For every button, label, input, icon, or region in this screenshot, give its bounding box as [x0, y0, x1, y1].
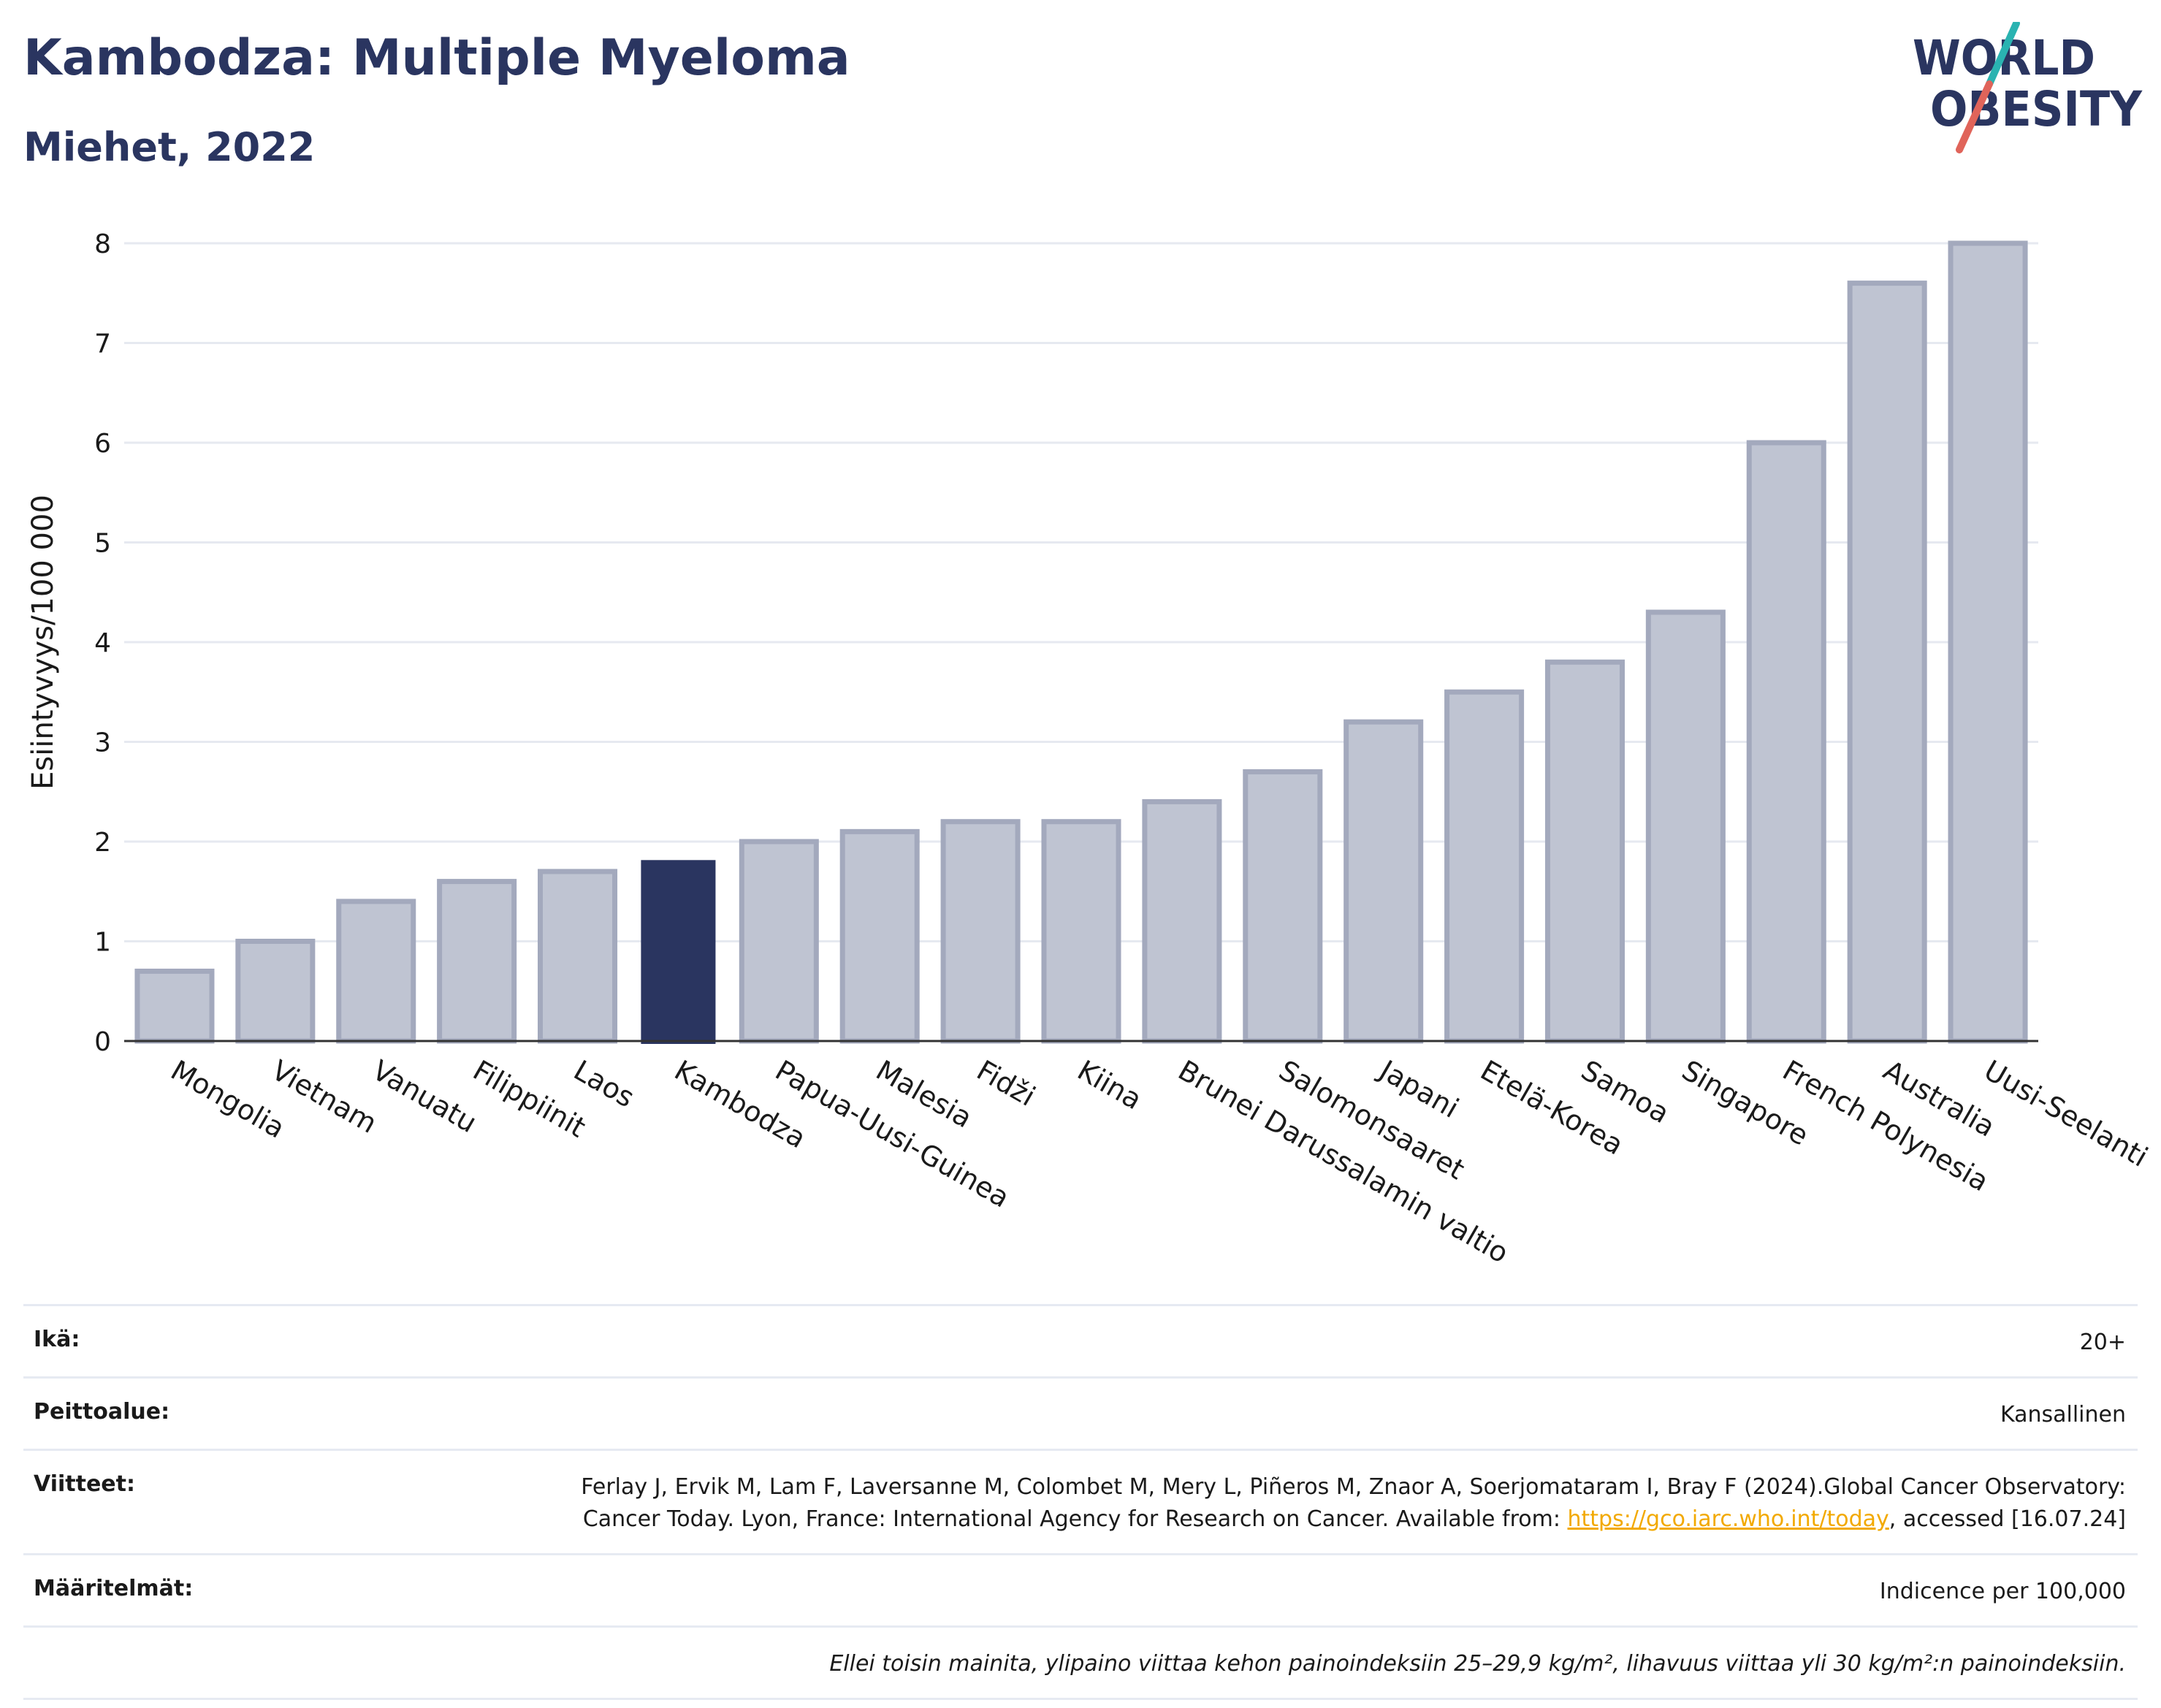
y-tick-label: 3 [94, 728, 111, 758]
bar [1243, 769, 1323, 1044]
world-obesity-logo: WORLD OBESITY [1913, 22, 2143, 153]
y-tick-label: 2 [94, 828, 111, 858]
info-row-references: Viitteet: Ferlay J, Ervik M, Lam F, Lave… [23, 1449, 2138, 1553]
bar [134, 968, 215, 1044]
chart-title: Kambodza: Multiple Myeloma [23, 29, 850, 87]
x-category-label: Kiina [1072, 1054, 1148, 1116]
reference-text: Ferlay J, Ervik M, Lam F, Laversanne M, … [581, 1474, 2126, 1532]
x-category-label: Vanuatu [367, 1054, 482, 1139]
info-key-definitions: Määritelmät: [34, 1576, 194, 1601]
bar [739, 839, 819, 1044]
x-category-label: Filippiinit [468, 1054, 591, 1144]
bar [336, 899, 416, 1044]
bar [1344, 719, 1424, 1044]
bar [1444, 689, 1525, 1044]
info-value-age: 20+ [2079, 1330, 2126, 1355]
info-key-age: Ikä: [34, 1327, 80, 1352]
y-tick-label: 4 [94, 628, 111, 658]
bars [134, 240, 2028, 1044]
info-row-age: Ikä: 20+ [23, 1304, 2138, 1376]
bar [1948, 240, 2028, 1044]
info-table: Ikä: 20+ Peittoalue: Kansallinen Viittee… [23, 1304, 2138, 1700]
bar [235, 939, 316, 1044]
info-row-definitions: Määritelmät: Indicence per 100,000 [23, 1553, 2138, 1625]
y-axis-label: Esiintyvyys/100 000 [26, 495, 60, 790]
info-value-coverage: Kansallinen [2000, 1402, 2126, 1427]
bar [1544, 659, 1625, 1044]
bar [1746, 440, 1826, 1044]
bar-highlighted [641, 860, 716, 1044]
axes: 0 1 2 3 4 5 6 7 8 [94, 229, 2038, 1057]
bar [940, 819, 1021, 1044]
x-category-label: Uusi-Seelanti [1979, 1054, 2154, 1173]
chart-subtitle: Miehet, 2022 [23, 124, 316, 170]
info-key-references: Viitteet: [34, 1471, 135, 1497]
x-category-label: Laos [568, 1054, 640, 1114]
y-tick-label: 5 [94, 529, 111, 559]
bar [1645, 609, 1726, 1044]
y-tick-label: 6 [94, 429, 111, 459]
y-tick-label: 8 [94, 229, 111, 259]
bar [538, 869, 618, 1044]
info-value-references: Ferlay J, Ervik M, Lam F, Laversanne M, … [519, 1471, 2126, 1536]
bar-chart: 0 1 2 3 4 5 6 7 8 MongoliaVietnamVanuatuFilippii… [26, 229, 2153, 1270]
logo-word-obesity: OBESITY [1930, 81, 2143, 137]
logo-slash-bottom [1956, 80, 1993, 153]
bar [437, 879, 517, 1044]
bar [1847, 281, 1927, 1044]
info-row-coverage: Peittoalue: Kansallinen [23, 1376, 2138, 1449]
reference-link[interactable]: https://gco.iarc.who.int/today [1567, 1506, 1889, 1532]
bar [1041, 819, 1121, 1044]
x-category-label: Fidži [972, 1054, 1041, 1113]
info-key-coverage: Peittoalue: [34, 1399, 170, 1425]
info-row-note: Ellei toisin mainita, ylipaino viittaa k… [23, 1625, 2138, 1700]
definition-note: Ellei toisin mainita, ylipaino viittaa k… [829, 1651, 2126, 1677]
bar [1142, 798, 1222, 1044]
reference-accessed: , accessed [16.07.24] [1889, 1506, 2126, 1532]
bar [839, 828, 920, 1044]
info-value-definitions: Indicence per 100,000 [1879, 1579, 2126, 1604]
logo-slash-top [1986, 22, 2020, 88]
y-tick-label: 7 [94, 329, 111, 359]
y-tick-label: 1 [94, 928, 111, 958]
y-tick-label: 0 [94, 1027, 111, 1057]
x-category-label: Mongolia [165, 1054, 290, 1145]
